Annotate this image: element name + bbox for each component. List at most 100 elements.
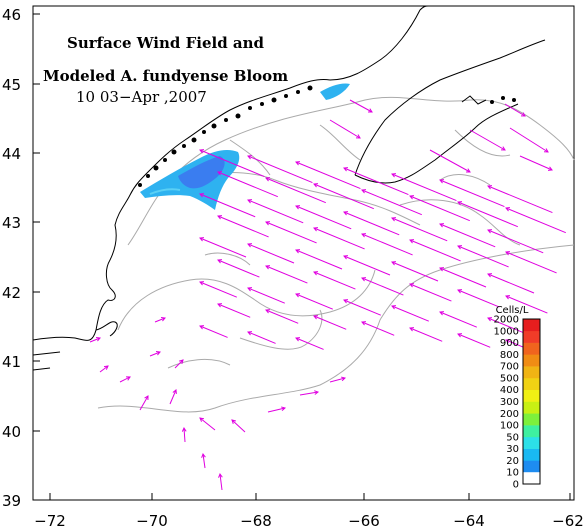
x-tick-label: −68 bbox=[240, 512, 272, 530]
wind-vector bbox=[361, 321, 395, 336]
wind-vector bbox=[313, 183, 374, 210]
legend-swatch bbox=[523, 425, 540, 438]
wind-vector bbox=[202, 453, 206, 469]
wind-vector-head bbox=[343, 167, 349, 172]
wind-vector bbox=[99, 365, 109, 373]
legend-swatch bbox=[523, 389, 540, 402]
wind-vector-head bbox=[313, 227, 319, 232]
legend-level-label: 20 bbox=[506, 456, 519, 467]
legend-swatch bbox=[523, 460, 540, 473]
wind-vector-head bbox=[295, 293, 301, 298]
wind-vector bbox=[313, 227, 365, 250]
legend-swatch bbox=[523, 413, 540, 426]
wind-vector bbox=[343, 211, 400, 236]
x-tick-labels: −72 −70 −68 −66 −64 −62 bbox=[34, 512, 583, 530]
wind-vector-head bbox=[160, 317, 166, 322]
wind-vector-head bbox=[391, 173, 397, 178]
legend-level-label: 100 bbox=[500, 421, 519, 432]
wind-vector bbox=[231, 419, 246, 433]
wind-vector-head bbox=[505, 339, 511, 344]
y-tick-label: 46 bbox=[2, 6, 21, 24]
wind-vector bbox=[295, 337, 324, 350]
wind-vector-head bbox=[199, 193, 205, 198]
wind-vector-head bbox=[543, 148, 549, 153]
legend-level-label: 200 bbox=[500, 409, 519, 420]
coast-islands bbox=[138, 85, 516, 187]
wind-vector bbox=[139, 395, 149, 411]
wind-vector bbox=[199, 325, 228, 338]
wind-vector bbox=[409, 327, 443, 342]
wind-vector-head bbox=[199, 281, 205, 286]
wind-vector bbox=[487, 229, 544, 254]
wind-vector bbox=[119, 376, 131, 383]
wind-vector-head bbox=[487, 229, 493, 234]
wind-vector-head bbox=[547, 166, 553, 171]
wind-vector bbox=[505, 295, 548, 314]
wind-vector-head bbox=[500, 146, 506, 151]
wind-vector-head bbox=[247, 155, 253, 160]
wind-vector bbox=[149, 351, 161, 357]
wind-vector bbox=[429, 149, 471, 173]
wind-vector-head bbox=[409, 195, 415, 200]
wind-vector-head bbox=[361, 233, 367, 238]
wind-vector bbox=[329, 119, 361, 139]
wind-vector bbox=[265, 221, 317, 244]
wind-vector bbox=[219, 473, 223, 491]
wind-vector-head bbox=[247, 331, 253, 336]
wind-vector bbox=[265, 309, 299, 324]
wind-vector-head bbox=[95, 337, 101, 342]
wind-vector-head bbox=[265, 221, 271, 226]
legend-level-label: 10 bbox=[506, 468, 519, 479]
wind-vector-head bbox=[144, 395, 149, 401]
wind-vector-head bbox=[125, 376, 131, 381]
legend-swatch bbox=[523, 436, 540, 449]
wind-vector bbox=[469, 129, 506, 151]
wind-vector-head bbox=[391, 217, 397, 222]
x-tick-label: −62 bbox=[552, 512, 583, 530]
legend-swatch bbox=[523, 448, 540, 461]
wind-vector bbox=[247, 243, 295, 264]
x-axis bbox=[49, 493, 571, 500]
legend-swatch bbox=[523, 319, 540, 332]
wind-vector bbox=[295, 249, 343, 270]
wind-vector-head bbox=[505, 207, 511, 212]
legend-level-label: 400 bbox=[500, 385, 519, 396]
wind-vectors bbox=[89, 99, 566, 491]
wind-vector bbox=[295, 293, 333, 310]
wind-vector-head bbox=[181, 426, 187, 432]
wind-vector-head bbox=[218, 472, 223, 478]
wind-vector bbox=[199, 193, 256, 218]
y-tick-label: 41 bbox=[2, 353, 21, 371]
wind-vector bbox=[265, 177, 326, 204]
wind-vector-head bbox=[343, 255, 349, 260]
wind-vector-head bbox=[295, 337, 301, 342]
title-line-2: Modeled A. fundyense Bloom bbox=[43, 67, 288, 85]
wind-vector bbox=[457, 245, 509, 268]
wind-vector-head bbox=[391, 305, 397, 310]
wind-vector-head bbox=[439, 267, 445, 272]
wind-vector-head bbox=[295, 249, 301, 254]
wind-vector bbox=[505, 207, 566, 234]
wind-vector bbox=[199, 149, 265, 178]
legend-level-label: 30 bbox=[506, 444, 519, 455]
wind-vector bbox=[199, 417, 216, 431]
legend-swatch bbox=[523, 401, 540, 414]
wind-vector-head bbox=[409, 327, 415, 332]
wind-vector-head bbox=[179, 359, 184, 364]
wind-vector bbox=[217, 259, 260, 278]
wind-vector-head bbox=[199, 417, 205, 422]
wind-vector-head bbox=[217, 303, 223, 308]
y-tick-label: 42 bbox=[2, 284, 21, 302]
wind-vector-head bbox=[247, 287, 253, 292]
wind-vector bbox=[169, 389, 177, 405]
wind-vector-head bbox=[457, 289, 463, 294]
legend-level-label: 50 bbox=[506, 432, 519, 443]
x-tick-label: −72 bbox=[34, 512, 66, 530]
map-frame bbox=[32, 5, 575, 501]
wind-vector-head bbox=[391, 261, 397, 266]
legend-level-label: 900 bbox=[500, 338, 519, 349]
wind-vector-head bbox=[281, 406, 287, 412]
wind-vector-head bbox=[361, 321, 367, 326]
wind-vector-head bbox=[265, 309, 271, 314]
wind-vector bbox=[183, 427, 186, 443]
